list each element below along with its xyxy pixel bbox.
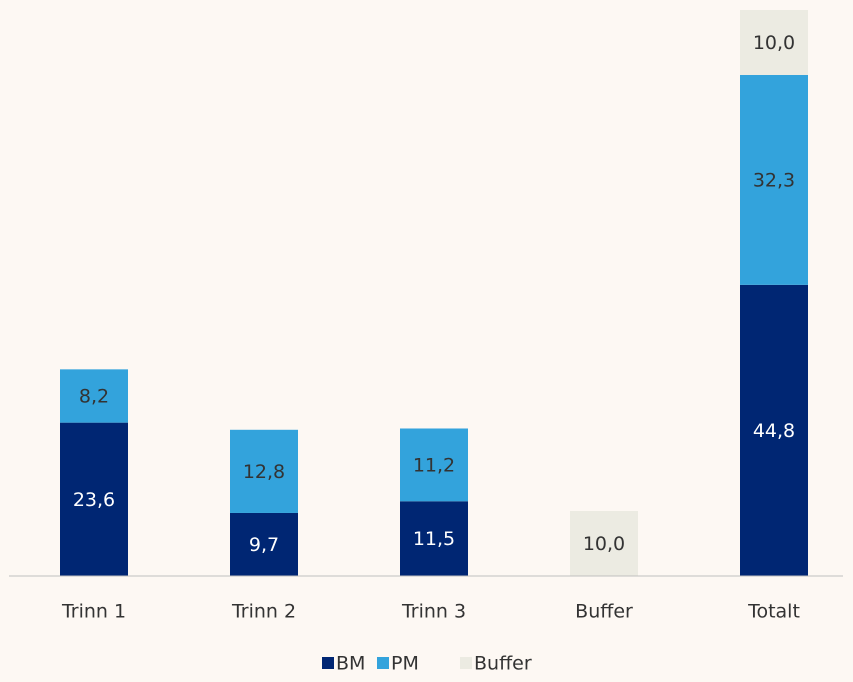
data-label: 11,5	[413, 528, 455, 550]
x-tick-label: Trinn 3	[401, 601, 466, 623]
data-label: 44,8	[753, 420, 795, 442]
data-label: 32,3	[753, 169, 795, 191]
x-tick-label: Trinn 2	[231, 601, 296, 623]
x-tick-label: Trinn 1	[61, 601, 126, 623]
x-tick-label: Buffer	[575, 601, 633, 623]
legend-swatch	[322, 657, 334, 669]
data-label: 11,2	[413, 454, 455, 476]
data-label: 9,7	[249, 534, 279, 556]
bar-segment	[740, 74, 808, 285]
legend-swatch	[460, 657, 472, 669]
bar-segment	[740, 284, 808, 576]
legend-label: BM	[336, 653, 365, 675]
bar-segment	[740, 10, 808, 75]
legend-label: PM	[391, 653, 419, 675]
bar-segment	[230, 512, 298, 576]
bar-segment	[400, 428, 468, 502]
legend-swatch	[377, 657, 389, 669]
bar-segment	[570, 511, 638, 576]
data-label: 8,2	[79, 385, 109, 407]
bar-segment	[400, 501, 468, 576]
data-label: 12,8	[243, 461, 285, 483]
x-tick-label: Totalt	[747, 601, 800, 623]
legend-label: Buffer	[474, 653, 532, 675]
bar-segment	[60, 369, 128, 423]
data-label: 10,0	[753, 32, 795, 54]
data-label: 10,0	[583, 533, 625, 555]
bar-segment	[60, 422, 128, 576]
data-label: 23,6	[73, 489, 115, 511]
bar-segment	[230, 429, 298, 513]
